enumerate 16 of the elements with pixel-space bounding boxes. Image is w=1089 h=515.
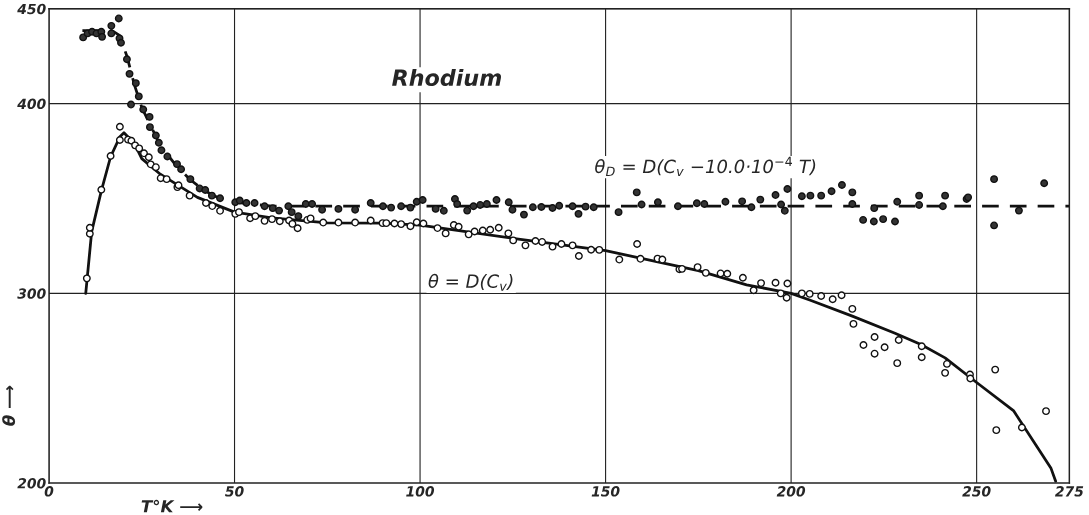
- annotation: θ = D(C$_{v}$): [428, 273, 513, 291]
- text: Rhodium: [392, 68, 502, 87]
- x-tick-label: 200: [776, 486, 806, 497]
- y-tick-label: 300: [17, 288, 46, 299]
- x-tick-label: 50: [225, 486, 244, 497]
- y-tick-label: 450: [17, 3, 46, 15]
- x-tick-label: 100: [406, 486, 435, 497]
- annotation: θ$_{D}$ = D(C$_{v}$ −10.0·10$^{−4}$ T): [595, 156, 816, 176]
- x-tick-label: 0: [44, 486, 54, 497]
- x-axis-title: T°K ⟶: [141, 499, 203, 513]
- x-tick-label: 275: [1055, 486, 1084, 497]
- y-tick-label: 400: [17, 98, 46, 110]
- x-tick-label: 250: [962, 486, 991, 497]
- y-tick-label: 200: [17, 478, 46, 489]
- y-axis-title: θ ⟶: [2, 385, 16, 426]
- x-tick-label: 150: [591, 486, 620, 497]
